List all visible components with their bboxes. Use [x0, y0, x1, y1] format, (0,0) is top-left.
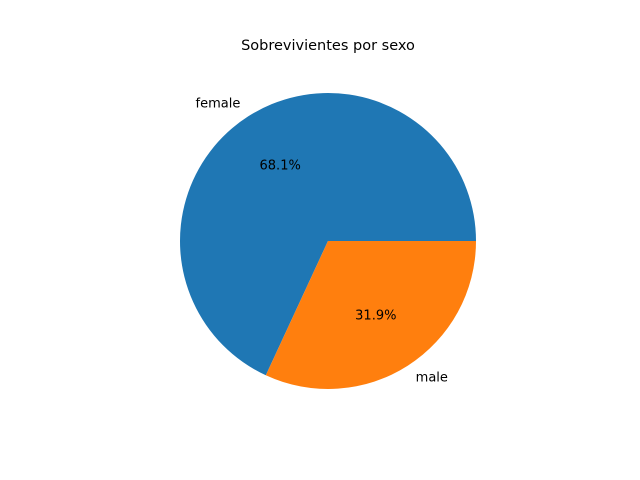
pie-labels: female 68.1% male 31.9% — [196, 96, 448, 385]
pie-slices — [180, 93, 477, 390]
slice-pct-label-male: 31.9% — [355, 308, 396, 323]
pie-slice-male — [265, 241, 476, 390]
chart-title: Sobrevivientes por sexo — [241, 38, 415, 54]
pie-slice-female — [180, 93, 477, 376]
slice-pct-label-female: 68.1% — [260, 159, 301, 174]
slice-label-male: male — [416, 371, 448, 386]
slice-label-female: female — [196, 96, 241, 111]
